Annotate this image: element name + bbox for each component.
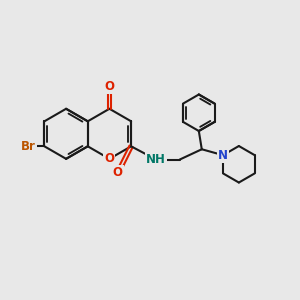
Text: Br: Br [21,140,36,153]
Text: O: O [104,80,114,93]
Text: NH: NH [146,153,166,166]
Text: O: O [113,166,123,179]
Text: O: O [104,152,114,165]
Text: N: N [218,149,228,162]
